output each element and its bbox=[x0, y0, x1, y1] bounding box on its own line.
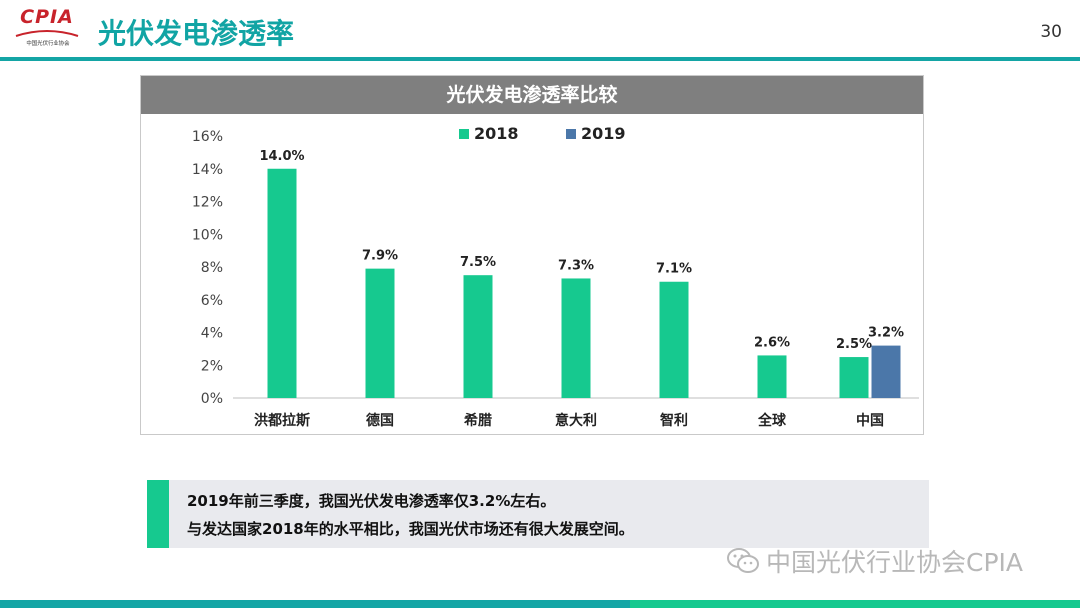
note-line-2: 与发达国家2018年的水平相比，我国光伏市场还有很大发展空间。 bbox=[187, 520, 634, 538]
note-box: 2019年前三季度，我国光伏发电渗透率仅3.2%左右。 与发达国家2018年的水… bbox=[147, 480, 929, 548]
bottom-divider-left bbox=[0, 600, 630, 608]
data-label: 2.5% bbox=[836, 337, 872, 352]
y-tick-label: 14% bbox=[192, 162, 223, 178]
logo-text: CPIA bbox=[20, 6, 74, 28]
y-tick-label: 2% bbox=[201, 358, 223, 374]
bar-2018-中国 bbox=[839, 357, 869, 398]
note-line-1: 2019年前三季度，我国光伏发电渗透率仅3.2%左右。 bbox=[187, 492, 556, 510]
x-tick-label: 意大利 bbox=[555, 412, 597, 429]
x-tick-label: 中国 bbox=[856, 412, 884, 429]
wechat-icon bbox=[727, 548, 759, 573]
x-tick-label: 希腊 bbox=[464, 412, 492, 429]
bottom-divider-right bbox=[630, 600, 1080, 608]
bar-2018-智利 bbox=[659, 281, 689, 398]
note-accent-bar bbox=[147, 480, 169, 548]
logo-swoosh-icon bbox=[15, 30, 79, 37]
bar-2018-德国 bbox=[365, 268, 395, 398]
y-tick-label: 16% bbox=[192, 129, 223, 145]
x-tick-label: 洪都拉斯 bbox=[254, 412, 310, 429]
data-label: 7.9% bbox=[362, 249, 398, 264]
data-label: 7.5% bbox=[460, 255, 496, 270]
top-divider bbox=[0, 57, 1080, 61]
logo-subtext: 中国光伏行业协会 bbox=[26, 40, 70, 47]
data-label: 14.0% bbox=[259, 149, 304, 164]
bar-2018-意大利 bbox=[561, 278, 591, 398]
watermark-text: 中国光伏行业协会CPIA bbox=[766, 548, 1024, 577]
legend-label-2019: 2019 bbox=[581, 124, 626, 143]
x-tick-label: 德国 bbox=[366, 412, 394, 429]
bar-chart: 0% 2% 4% 6% 8% 10% 12% 14% 16% 14.0% 洪都拉斯 7.9% 德国 7.5… bbox=[192, 124, 919, 429]
bar-2018-全球 bbox=[757, 355, 787, 398]
x-tick-label: 全球 bbox=[757, 412, 787, 429]
legend-swatch-2019 bbox=[566, 129, 576, 139]
chart-title: 光伏发电渗透率比较 bbox=[141, 76, 923, 114]
cpia-logo: CPIA 中国光伏行业协会 bbox=[10, 6, 84, 50]
legend-label-2018: 2018 bbox=[474, 124, 519, 143]
y-tick-label: 0% bbox=[201, 391, 223, 407]
data-label: 7.1% bbox=[656, 262, 692, 277]
page-title: 光伏发电渗透率 bbox=[98, 17, 295, 50]
y-tick-label: 6% bbox=[201, 293, 223, 309]
data-label: 2.6% bbox=[754, 335, 790, 350]
y-tick-label: 12% bbox=[192, 195, 223, 211]
y-tick-label: 8% bbox=[201, 260, 223, 276]
bar-2018-洪都拉斯 bbox=[267, 168, 297, 398]
x-tick-label: 智利 bbox=[659, 412, 688, 429]
bar-2018-希腊 bbox=[463, 275, 493, 398]
page-number: 30 bbox=[1040, 22, 1062, 42]
y-tick-label: 10% bbox=[192, 227, 223, 243]
bar-2019-中国 bbox=[871, 345, 901, 398]
data-label: 3.2% bbox=[868, 326, 904, 341]
y-tick-label: 4% bbox=[201, 326, 223, 342]
legend-swatch-2018 bbox=[459, 129, 469, 139]
chart-panel: 光伏发电渗透率比较 0% 2% 4% 6% 8% 10% 12% 14% 16% 14.0% 洪都拉… bbox=[140, 75, 924, 435]
data-label: 7.3% bbox=[558, 258, 594, 273]
watermark: 中国光伏行业协会CPIA bbox=[726, 543, 1023, 579]
